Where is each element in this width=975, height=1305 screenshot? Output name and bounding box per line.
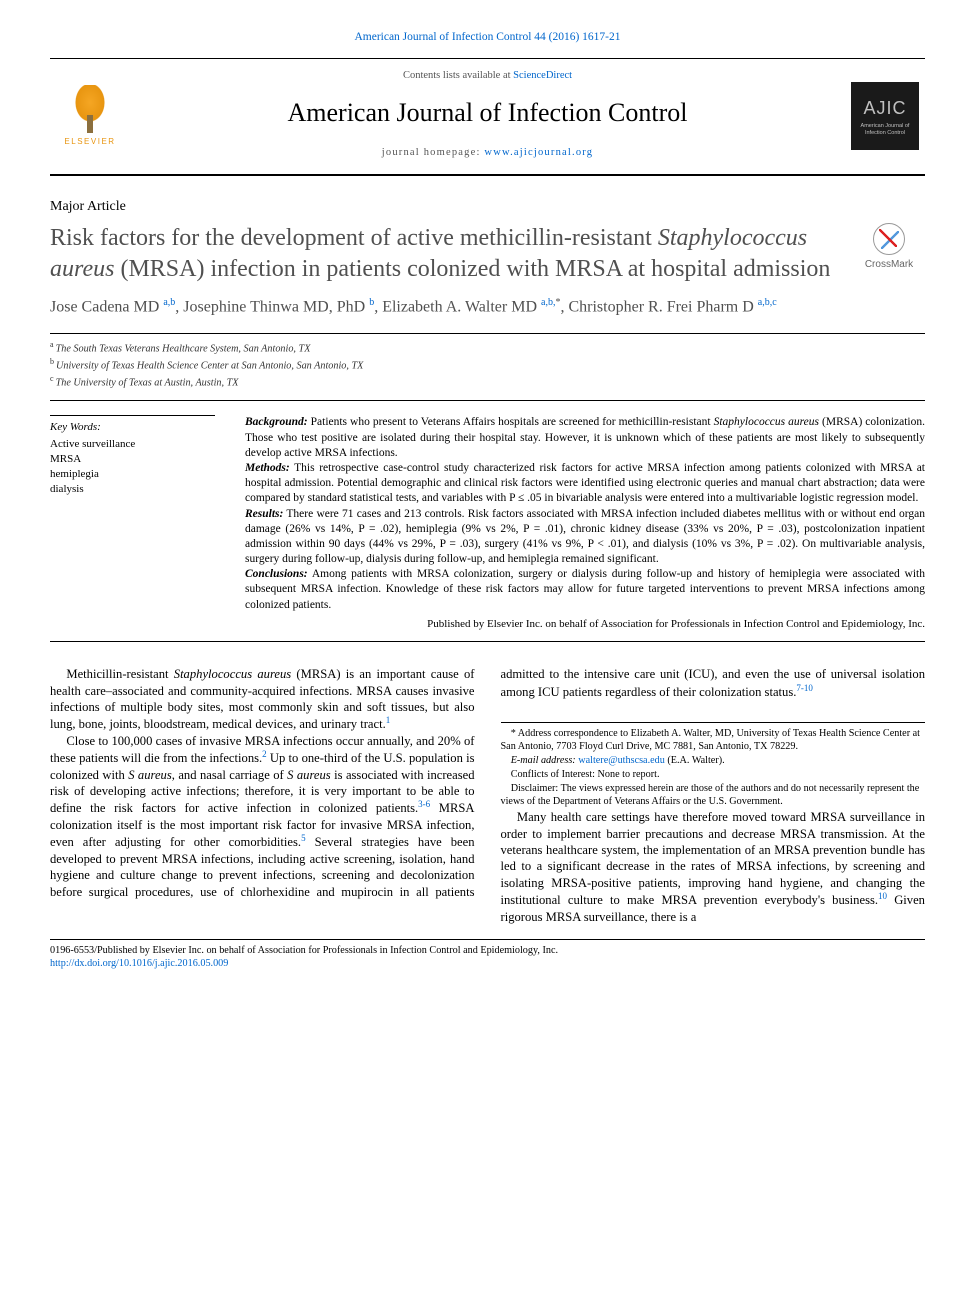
p2-ital2: S aureus — [287, 768, 331, 782]
p3-a: define the risk factors for active infec… — [50, 802, 418, 816]
p3-ref3[interactable]: 7-10 — [796, 683, 813, 693]
title-part-2: (MRSA) infection in patients colonized w… — [114, 256, 830, 282]
keywords-column: Key Words: Active surveillance MRSA hemi… — [50, 415, 215, 631]
author-3-aff[interactable]: a,b, — [541, 297, 555, 308]
body-p4: Many health care settings have therefore… — [501, 809, 926, 925]
affiliation-b: bUniversity of Texas Health Science Cent… — [50, 357, 925, 373]
contents-available-line: Contents lists available at ScienceDirec… — [130, 69, 845, 83]
ajic-logo-icon: AJIC American Journal of Infection Contr… — [851, 82, 919, 150]
ajic-logo-text: AJIC — [863, 96, 906, 120]
abstract-methods: Methods: This retrospective case-control… — [245, 461, 925, 507]
methods-text: This retrospective case-control study ch… — [245, 462, 925, 504]
elsevier-tree-icon — [65, 85, 115, 135]
author-1: Jose Cadena MD — [50, 299, 163, 316]
results-text: There were 71 cases and 213 controls. Ri… — [245, 508, 925, 566]
abstract-block: Key Words: Active surveillance MRSA hemi… — [50, 400, 925, 642]
affiliation-c: cThe University of Texas at Austin, Aust… — [50, 374, 925, 390]
ajic-logo-subtitle: American Journal of Infection Control — [851, 123, 919, 136]
keywords-heading: Key Words: — [50, 415, 215, 435]
title-part-1: Risk factors for the development of acti… — [50, 225, 658, 251]
body-text: Methicillin-resistant Staphylococcus aur… — [50, 666, 925, 925]
journal-homepage-link[interactable]: www.ajicjournal.org — [484, 147, 593, 158]
p2-c: , and nasal carriage of — [172, 768, 287, 782]
p1-a: Methicillin-resistant — [66, 667, 173, 681]
author-2: , Josephine Thinwa MD, PhD — [175, 299, 369, 316]
aff-sup-b: b — [50, 357, 54, 366]
publisher-line: Published by Elsevier Inc. on behalf of … — [245, 617, 925, 632]
abstract-text: Background: Patients who present to Vete… — [245, 415, 925, 631]
publisher-logo-box: ELSEVIER — [50, 59, 130, 174]
keyword-4: dialysis — [50, 482, 215, 497]
keyword-2: MRSA — [50, 452, 215, 467]
email-link[interactable]: waltere@uthscsa.edu — [578, 755, 665, 766]
homepage-prefix: journal homepage: — [382, 147, 485, 158]
aff-text-c: The University of Texas at Austin, Austi… — [56, 378, 239, 389]
footer-copyright: 0196-6553/Published by Elsevier Inc. on … — [50, 944, 925, 957]
aff-text-a: The South Texas Veterans Healthcare Syst… — [56, 343, 311, 354]
elsevier-logo-icon: ELSEVIER — [60, 81, 120, 151]
p4-a: Many health care settings have therefore… — [501, 810, 926, 907]
journal-logo-box: AJIC American Journal of Infection Contr… — [845, 59, 925, 174]
author-4-aff[interactable]: a,b,c — [758, 297, 777, 308]
abstract-conclusions: Conclusions: Among patients with MRSA co… — [245, 567, 925, 613]
page-footer: 0196-6553/Published by Elsevier Inc. on … — [50, 939, 925, 971]
doi-link[interactable]: http://dx.doi.org/10.1016/j.ajic.2016.05… — [50, 958, 228, 969]
aff-sup-a: a — [50, 340, 54, 349]
journal-title: American Journal of Infection Control — [130, 95, 845, 130]
journal-citation: American Journal of Infection Control 44… — [50, 30, 925, 46]
background-species: Staphylococcus aureus — [714, 416, 819, 428]
author-list: Jose Cadena MD a,b, Josephine Thinwa MD,… — [50, 296, 925, 319]
article-type: Major Article — [50, 198, 925, 217]
results-label: Results: — [245, 508, 283, 520]
abstract-results: Results: There were 71 cases and 213 con… — [245, 507, 925, 568]
email-who: (E.A. Walter). — [665, 755, 725, 766]
affiliation-a: aThe South Texas Veterans Healthcare Sys… — [50, 340, 925, 356]
affiliations: aThe South Texas Veterans Healthcare Sys… — [50, 333, 925, 390]
p4-ref[interactable]: 10 — [878, 891, 887, 901]
masthead-center: Contents lists available at ScienceDirec… — [130, 59, 845, 175]
footnote-block: * Address correspondence to Elizabeth A.… — [501, 722, 926, 808]
email-label: E-mail address: — [511, 755, 579, 766]
p2-ital1: S aureus — [128, 768, 172, 782]
crossmark-label: CrossMark — [865, 259, 913, 270]
conclusions-text: Among patients with MRSA colonization, s… — [245, 568, 925, 610]
sciencedirect-link[interactable]: ScienceDirect — [513, 70, 572, 81]
crossmark-icon — [873, 223, 905, 255]
keyword-3: hemiplegia — [50, 467, 215, 482]
background-text-1: Patients who present to Veterans Affairs… — [308, 416, 714, 428]
background-label: Background: — [245, 416, 308, 428]
aff-text-b: University of Texas Health Science Cente… — [56, 361, 363, 372]
p3-ref1[interactable]: 3-6 — [418, 799, 430, 809]
body-p1: Methicillin-resistant Staphylococcus aur… — [50, 666, 475, 733]
disclaimer: Disclaimer: The views expressed herein a… — [501, 782, 926, 808]
crossmark-badge[interactable]: CrossMark — [853, 223, 925, 272]
methods-label: Methods: — [245, 462, 290, 474]
contents-prefix: Contents lists available at — [403, 70, 513, 81]
journal-homepage-line: journal homepage: www.ajicjournal.org — [130, 146, 845, 160]
author-3: , Elizabeth A. Walter MD — [374, 299, 541, 316]
conclusions-label: Conclusions: — [245, 568, 308, 580]
abstract-background: Background: Patients who present to Vete… — [245, 415, 925, 461]
p1-species: Staphylococcus aureus — [174, 667, 291, 681]
p1-ref[interactable]: 1 — [386, 715, 391, 725]
corresponding-address: * Address correspondence to Elizabeth A.… — [501, 727, 926, 753]
author-4: , Christopher R. Frei Pharm D — [560, 299, 757, 316]
author-1-aff[interactable]: a,b — [163, 297, 175, 308]
article-title: Risk factors for the development of acti… — [50, 223, 835, 284]
keyword-1: Active surveillance — [50, 437, 215, 452]
email-line: E-mail address: waltere@uthscsa.edu (E.A… — [501, 754, 926, 767]
conflicts-of-interest: Conflicts of Interest: None to report. — [501, 768, 926, 781]
masthead: ELSEVIER Contents lists available at Sci… — [50, 58, 925, 176]
aff-sup-c: c — [50, 374, 54, 383]
elsevier-wordmark: ELSEVIER — [64, 137, 115, 148]
